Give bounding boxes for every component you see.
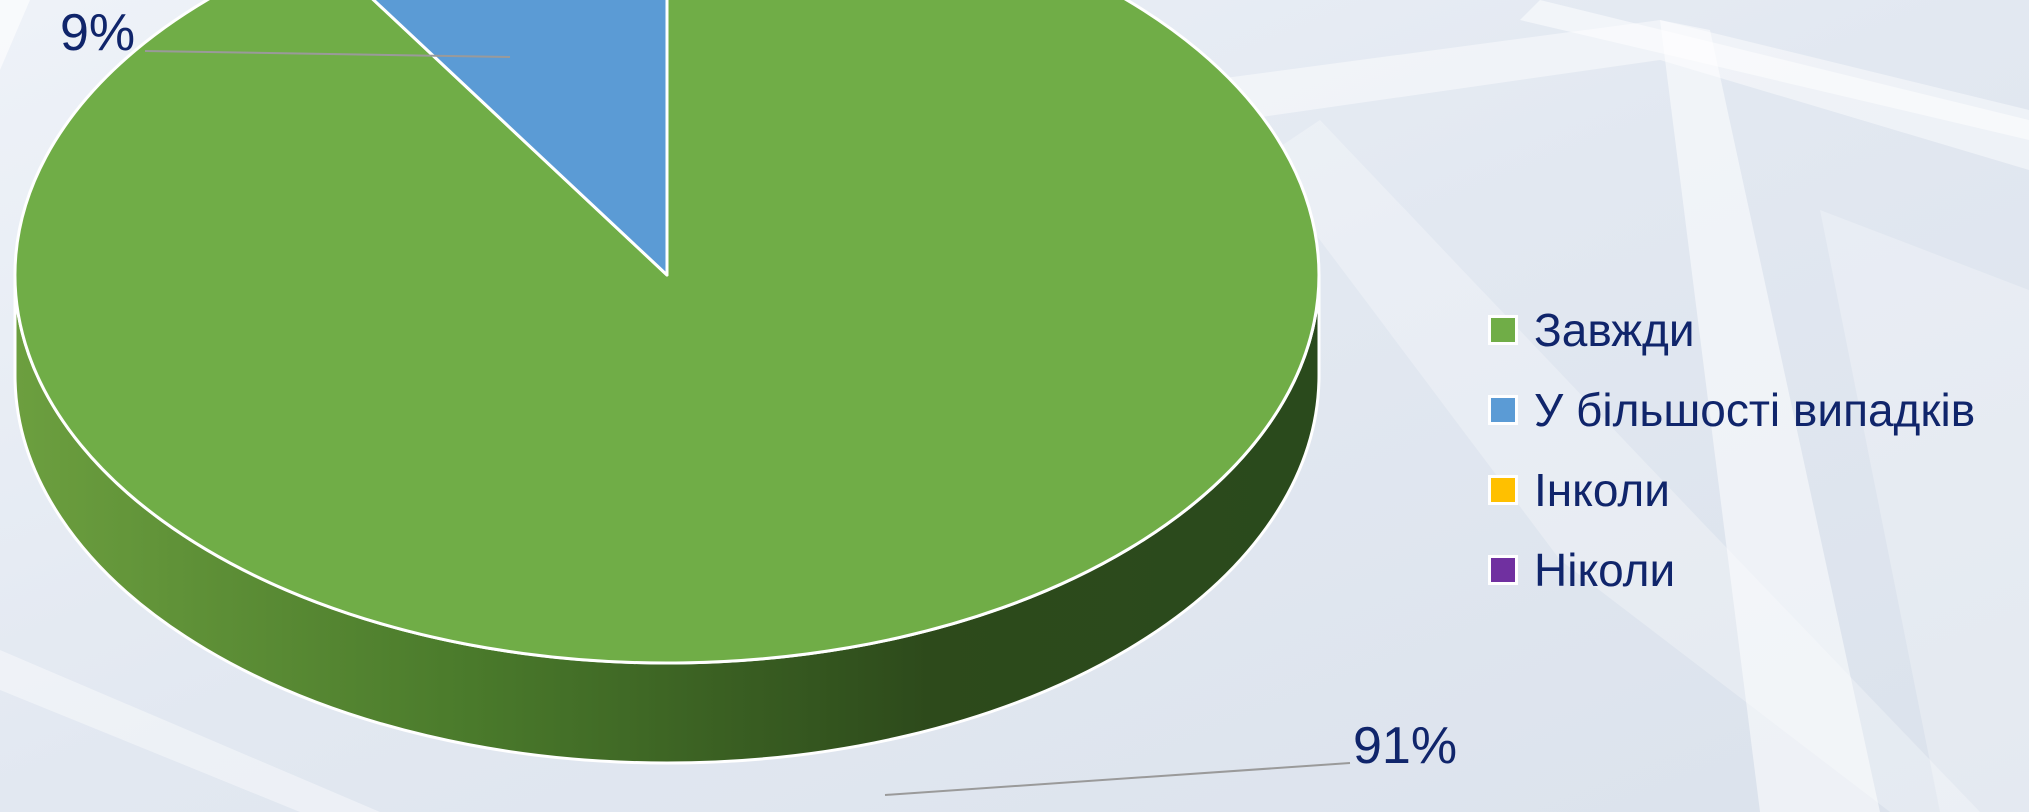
legend-swatch-never: [1488, 555, 1518, 585]
legend-item-sometimes: Інколи: [1488, 450, 1975, 530]
legend-label-sometimes: Інколи: [1534, 464, 1670, 516]
legend-swatch-mostly: [1488, 395, 1518, 425]
legend-label-zavzhdy: Завжди: [1534, 304, 1695, 356]
legend-label-never: Ніколи: [1534, 544, 1676, 596]
data-label-91: 91%: [1353, 717, 1457, 775]
data-label-9: 9%: [60, 4, 135, 62]
legend-item-zavzhdy: Завжди: [1488, 290, 1975, 370]
pie-top: [13, 0, 1321, 665]
legend-item-mostly: У більшості випадків: [1488, 370, 1975, 450]
pie-slice-1: [371, 0, 669, 277]
legend: Завжди У більшості випадків Інколи Нікол…: [1488, 290, 1975, 610]
pie-slice-0: [13, 0, 1321, 665]
leader-line-9: [144, 50, 511, 58]
legend-label-mostly: У більшості випадків: [1534, 384, 1976, 436]
legend-swatch-zavzhdy: [1488, 315, 1518, 345]
leader-line-91: [884, 762, 1351, 796]
legend-item-never: Ніколи: [1488, 530, 1975, 610]
data-labels: 91% 9%: [60, 4, 1457, 796]
legend-swatch-sometimes: [1488, 475, 1518, 505]
